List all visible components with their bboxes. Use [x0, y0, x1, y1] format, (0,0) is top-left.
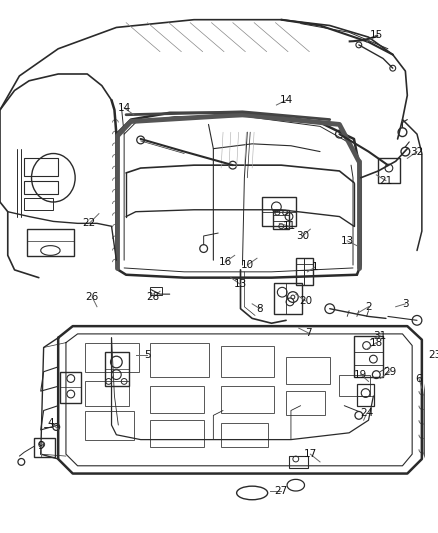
Text: 15: 15	[370, 30, 383, 40]
Text: 5: 5	[144, 350, 151, 360]
Bar	[436, 401, 438, 420]
Text: 32: 32	[410, 147, 424, 157]
Bar	[27, 229, 74, 256]
Bar	[378, 158, 399, 183]
Text: 19: 19	[354, 369, 367, 379]
Text: 23: 23	[428, 350, 438, 360]
Bar	[150, 386, 204, 414]
Bar	[289, 456, 308, 468]
Bar	[275, 282, 302, 313]
Bar	[85, 410, 134, 440]
Text: 26: 26	[85, 292, 99, 302]
Bar	[436, 433, 438, 454]
Text: 2: 2	[365, 302, 372, 312]
Text: 10: 10	[241, 260, 254, 270]
Text: 8: 8	[257, 304, 263, 314]
Bar	[150, 420, 204, 447]
Bar	[273, 210, 289, 229]
Bar	[339, 375, 371, 396]
Bar	[221, 345, 275, 377]
Text: 17: 17	[304, 449, 317, 459]
Text: 3: 3	[402, 299, 409, 309]
Text: 9: 9	[37, 441, 44, 451]
Text: 31: 31	[374, 331, 387, 341]
Text: 4: 4	[47, 418, 54, 428]
Text: 16: 16	[219, 257, 232, 267]
Text: 24: 24	[360, 408, 373, 418]
Bar	[354, 336, 383, 377]
Bar	[221, 423, 268, 447]
Bar	[150, 343, 208, 377]
Text: 14: 14	[117, 103, 131, 113]
Bar	[24, 181, 58, 194]
Text: 21: 21	[379, 176, 392, 185]
Bar	[34, 438, 55, 457]
Text: 1: 1	[312, 262, 318, 272]
Bar	[150, 287, 162, 295]
Text: 28: 28	[147, 292, 160, 302]
Text: 29: 29	[383, 367, 396, 377]
Bar	[262, 197, 296, 226]
Bar	[105, 352, 129, 386]
Bar	[357, 384, 374, 406]
Bar	[85, 382, 129, 406]
Bar	[296, 259, 313, 285]
Text: 11: 11	[283, 221, 296, 231]
Text: 6: 6	[416, 374, 422, 384]
Text: 13: 13	[341, 236, 354, 246]
Text: 7: 7	[305, 328, 312, 338]
Bar	[24, 198, 53, 210]
Bar	[60, 372, 81, 403]
Bar	[221, 386, 275, 414]
Bar	[286, 357, 330, 384]
Text: 18: 18	[370, 337, 383, 348]
Text: 27: 27	[275, 486, 288, 496]
Text: 20: 20	[299, 296, 312, 306]
Bar	[24, 158, 58, 176]
Text: 13: 13	[234, 279, 247, 289]
Bar	[286, 391, 325, 415]
Text: 30: 30	[296, 231, 309, 241]
Bar	[85, 343, 139, 372]
Text: 22: 22	[83, 219, 96, 228]
Text: 14: 14	[279, 95, 293, 105]
